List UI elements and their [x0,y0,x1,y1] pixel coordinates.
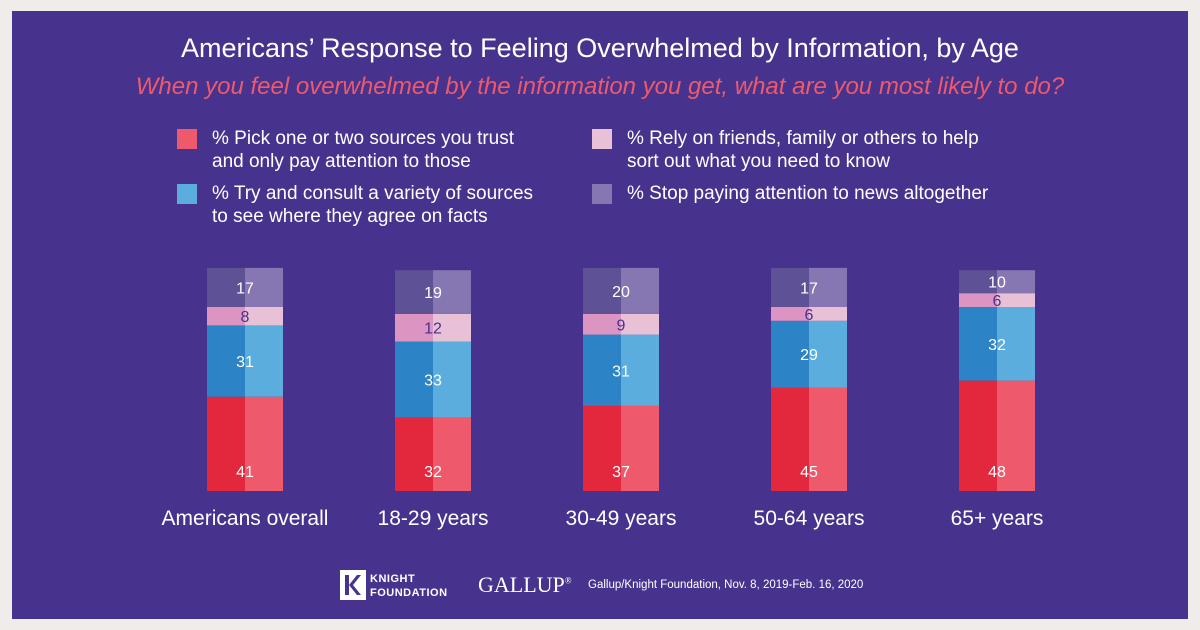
bar-segment-50-64-years-s1 [809,320,847,388]
data-label-30-49-years-s3: 20 [612,284,630,301]
bar-segment-americans-overall-s3-left [207,267,245,307]
legend-label-variety-line2: to see where they agree on facts [212,206,488,227]
chart-subtitle: When you feel overwhelmed by the informa… [135,73,1065,100]
data-label-30-49-years-s2: 9 [617,317,626,334]
knight-foundation-logo-icon [340,570,366,600]
bar-segment-18-29-years-s3 [433,270,471,314]
data-label-50-64-years-s3: 17 [800,280,818,297]
bar-segment-americans-overall-s3 [245,267,283,307]
legend-swatch-stop-paying-attention [592,184,612,204]
data-label-65-years-s2: 6 [993,293,1002,310]
bar-segment-18-29-years-s0 [433,417,471,491]
bar-segment-65-years-s2 [997,293,1035,307]
category-label-americans-overall: Americans overall [162,507,329,530]
legend-swatch-rely-on-friends [592,129,612,149]
data-label-18-29-years-s1: 33 [424,372,442,389]
chart-card: Americans’ Response to Feeling Overwhelm… [12,11,1188,619]
bar-segment-65-years-s2-left [959,293,997,307]
data-label-65-years-s1: 32 [988,337,1006,354]
bar-segment-50-64-years-s3 [809,267,847,307]
data-label-americans-overall-s1: 31 [236,354,254,371]
bar-segment-30-49-years-s0 [621,405,659,491]
gallup-logo: GALLUP® [478,572,572,597]
category-label-30-49-years: 30-49 years [566,507,677,530]
category-label-50-64-years: 50-64 years [754,507,865,530]
bar-segment-americans-overall-s2-left [207,307,245,326]
bar-segment-18-29-years-s3-left [395,270,433,314]
bar-segment-18-29-years-s1 [433,341,471,418]
chart-title: Americans’ Response to Feeling Overwhelm… [181,33,1019,63]
legend-swatch-variety [177,184,197,204]
bar-segment-50-64-years-s0-left [771,387,809,491]
bar-segment-americans-overall-s1-left [207,325,245,397]
data-label-18-29-years-s0: 32 [424,464,442,481]
legend-label-variety-line1: % Try and consult a variety of sources [212,183,534,204]
legend-label-rely-line1: % Rely on friends, family or others to h… [627,128,979,149]
bar-segment-50-64-years-s2 [809,307,847,321]
bar-segment-65-years-s3-left [959,270,997,294]
bar-segment-50-64-years-s1-left [771,320,809,388]
data-label-americans-overall-s3: 17 [236,280,254,297]
bar-segment-americans-overall-s1 [245,325,283,397]
bar-segment-50-64-years-s2-left [771,307,809,321]
bar-segment-30-49-years-s3-left [583,267,621,314]
bar-segment-18-29-years-s1-left [395,341,433,418]
legend-swatch-pick-one [177,129,197,149]
footer: KNIGHT FOUNDATION GALLUP® Gallup/Knight … [12,566,1188,606]
bar-segment-50-64-years-s0 [809,387,847,491]
bar-segment-18-29-years-s2-left [395,313,433,342]
bar-segment-americans-overall-s2 [245,307,283,326]
bar-segment-65-years-s0-left [959,380,997,491]
data-label-americans-overall-s0: 41 [236,464,254,481]
bar-segment-50-64-years-s3-left [771,267,809,307]
data-label-americans-overall-s2: 8 [241,309,250,326]
legend-label-pick-one-line2: and only pay attention to those [212,151,471,172]
knight-logo-line1: KNIGHT [370,573,416,585]
source-note: Gallup/Knight Foundation, Nov. 8, 2019-F… [588,579,864,591]
data-label-65-years-s0: 48 [988,464,1006,481]
data-label-65-years-s3: 10 [988,275,1006,292]
bar-segment-30-49-years-s2 [621,313,659,335]
bar-segment-30-49-years-s0-left [583,405,621,491]
data-label-18-29-years-s3: 19 [424,285,442,302]
data-label-18-29-years-s2: 12 [424,321,442,338]
stacked-bar-chart: 41 31 8 17 Americans overall 32 33 12 19 18-29 ye… [162,267,1044,530]
category-label-18-29-years: 18-29 years [378,507,489,530]
data-label-50-64-years-s0: 45 [800,464,818,481]
bar-segment-65-years-s1 [997,307,1035,381]
category-label-65-years: 65+ years [951,507,1044,530]
bar-segment-65-years-s3 [997,270,1035,294]
data-label-30-49-years-s1: 31 [612,363,630,380]
bar-segment-americans-overall-s0 [245,396,283,491]
bar-segment-65-years-s0 [997,380,1035,491]
data-label-50-64-years-s2: 6 [805,307,814,324]
bar-segment-18-29-years-s2 [433,313,471,342]
legend-label-rely-line2: sort out what you need to know [627,151,890,172]
bar-segment-30-49-years-s2-left [583,313,621,335]
data-label-30-49-years-s0: 37 [612,464,630,481]
bar-segment-americans-overall-s0-left [207,396,245,491]
data-label-50-64-years-s1: 29 [800,347,818,364]
bar-segment-30-49-years-s3 [621,267,659,314]
legend-label-stop-line1: % Stop paying attention to news altogeth… [627,183,989,204]
bar-segment-30-49-years-s1-left [583,334,621,406]
knight-logo-line2: FOUNDATION [370,587,448,599]
bar-segment-30-49-years-s1 [621,334,659,406]
bar-segment-65-years-s1-left [959,307,997,381]
bar-segment-18-29-years-s0-left [395,417,433,491]
legend-label-pick-one-line1: % Pick one or two sources you trust [212,128,515,149]
